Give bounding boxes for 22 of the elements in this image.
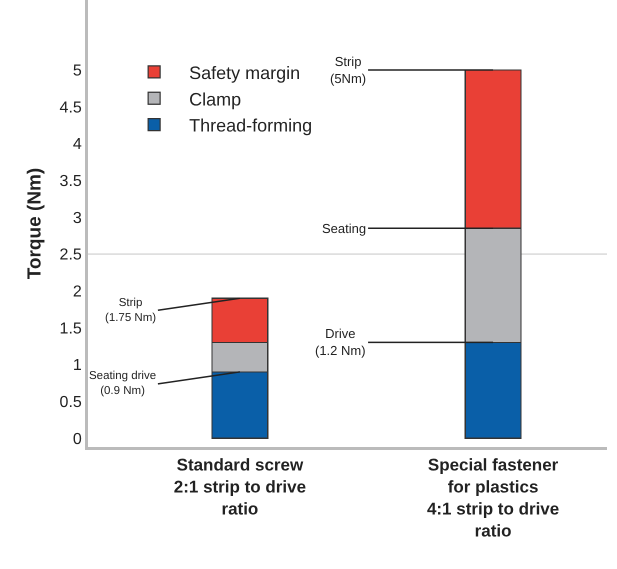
y-tick-label: 0.5 [60,394,82,411]
y-axis-title: Torque (Nm) [24,168,46,280]
y-tick-label: 3.5 [60,173,82,190]
annotation: Strip (5Nm) [330,54,366,86]
legend-label: Thread-forming [189,116,312,136]
y-tick-label: 2.5 [60,246,82,264]
y-tick-label: 1 [72,357,82,374]
y-tick-label: 2 [72,283,82,300]
y-tick-label: 1.5 [60,320,82,338]
x-tick-label: Special fastener for plastics 4:1 strip to drive ratio [426,455,560,541]
y-tick-label: 0 [72,430,82,448]
y-tick-label: 4 [72,136,82,154]
y-tick-label: 5 [72,62,82,80]
annotation: Seating drive (0.9 Nm) [89,370,156,397]
legend-label: Safety margin [189,62,300,83]
annotation: Strip (1.75 Nm) [105,297,156,324]
legend-label: Clamp [189,89,242,110]
x-tick-label: Standard screw 2:1 strip to drive ratio [174,455,306,519]
annotation: Seating [322,221,366,236]
y-tick-label: 3 [72,210,82,227]
y-tick-label: 4.5 [60,99,82,116]
annotation: Drive (1.2 Nm) [315,326,366,358]
